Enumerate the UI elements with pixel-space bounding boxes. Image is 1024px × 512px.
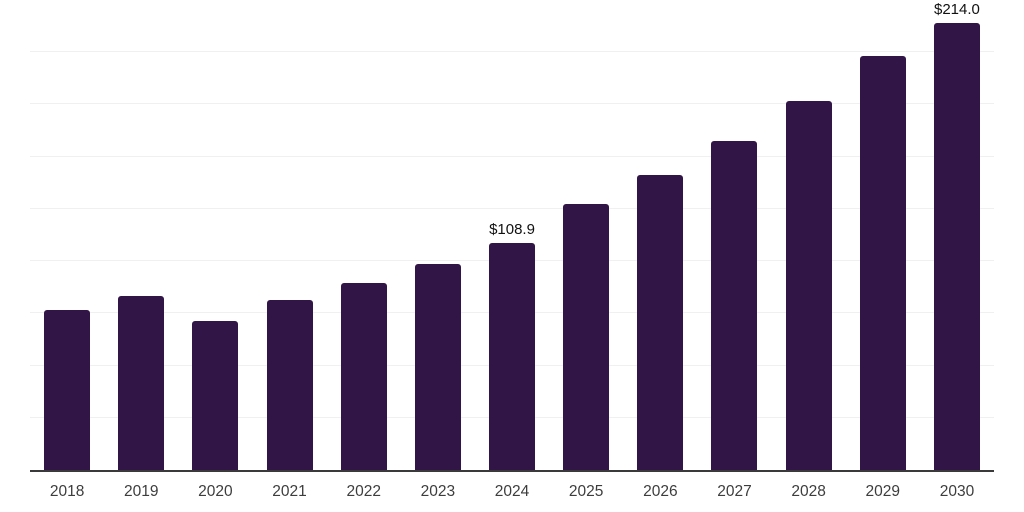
bar-2029 <box>859 55 906 470</box>
bar-group-2024: $108.9 <box>475 0 549 470</box>
bar-2025 <box>563 203 610 470</box>
x-tick-label-2028: 2028 <box>791 483 826 500</box>
data-label-2024: $108.9 <box>489 220 535 238</box>
plot-area: $108.9 $214.0 <box>30 0 994 472</box>
bar-2030 <box>933 22 980 470</box>
bar-group-2027 <box>697 0 771 470</box>
bars: $108.9 $214.0 <box>30 0 994 470</box>
x-tick-label-2024: 2024 <box>494 483 530 500</box>
x-tick-label-2019: 2019 <box>123 483 159 500</box>
bar-group-2023 <box>401 0 475 470</box>
x-axis: 2018 2019 2020 2021 2022 2023 2024 2025 2026 2027… <box>30 472 994 512</box>
x-tick-label-2026: 2026 <box>643 483 678 500</box>
bar-2018 <box>44 310 91 470</box>
bar-group-2021 <box>252 0 326 470</box>
bar-group-2028 <box>772 0 846 470</box>
bar-group-2030: $214.0 <box>920 0 994 470</box>
bar-group-2019 <box>104 0 178 470</box>
bar-2022 <box>340 283 387 470</box>
bar-2024 <box>489 242 536 470</box>
bar-group-2022 <box>327 0 401 470</box>
bar-2019 <box>118 295 165 470</box>
bar-2023 <box>414 264 461 470</box>
bar-2020 <box>192 321 239 470</box>
bar-group-2026 <box>623 0 697 470</box>
bar-group-2020 <box>178 0 252 470</box>
x-tick-label-2029: 2029 <box>865 483 901 500</box>
gridline <box>30 207 994 209</box>
gridline <box>30 155 994 157</box>
bar-2027 <box>711 140 758 470</box>
bar-2026 <box>637 175 684 470</box>
bar-2021 <box>266 299 313 470</box>
x-tick-label-2020: 2020 <box>198 483 233 500</box>
gridline <box>30 103 994 105</box>
bar-2028 <box>785 100 832 470</box>
gridline <box>30 51 994 53</box>
x-tick-label-2018: 2018 <box>49 483 85 500</box>
x-tick-label-2030: 2030 <box>939 483 975 500</box>
x-tick-label-2023: 2023 <box>420 483 456 500</box>
x-tick-label-2025: 2025 <box>568 483 604 500</box>
bar-group-2025 <box>549 0 623 470</box>
x-tick-label-2022: 2022 <box>346 483 381 500</box>
x-tick-label-2027: 2027 <box>717 483 752 500</box>
data-label-2030: $214.0 <box>934 0 980 18</box>
bar-group-2018 <box>30 0 104 470</box>
bar-group-2029 <box>846 0 920 470</box>
x-tick-label-2021: 2021 <box>272 483 307 500</box>
